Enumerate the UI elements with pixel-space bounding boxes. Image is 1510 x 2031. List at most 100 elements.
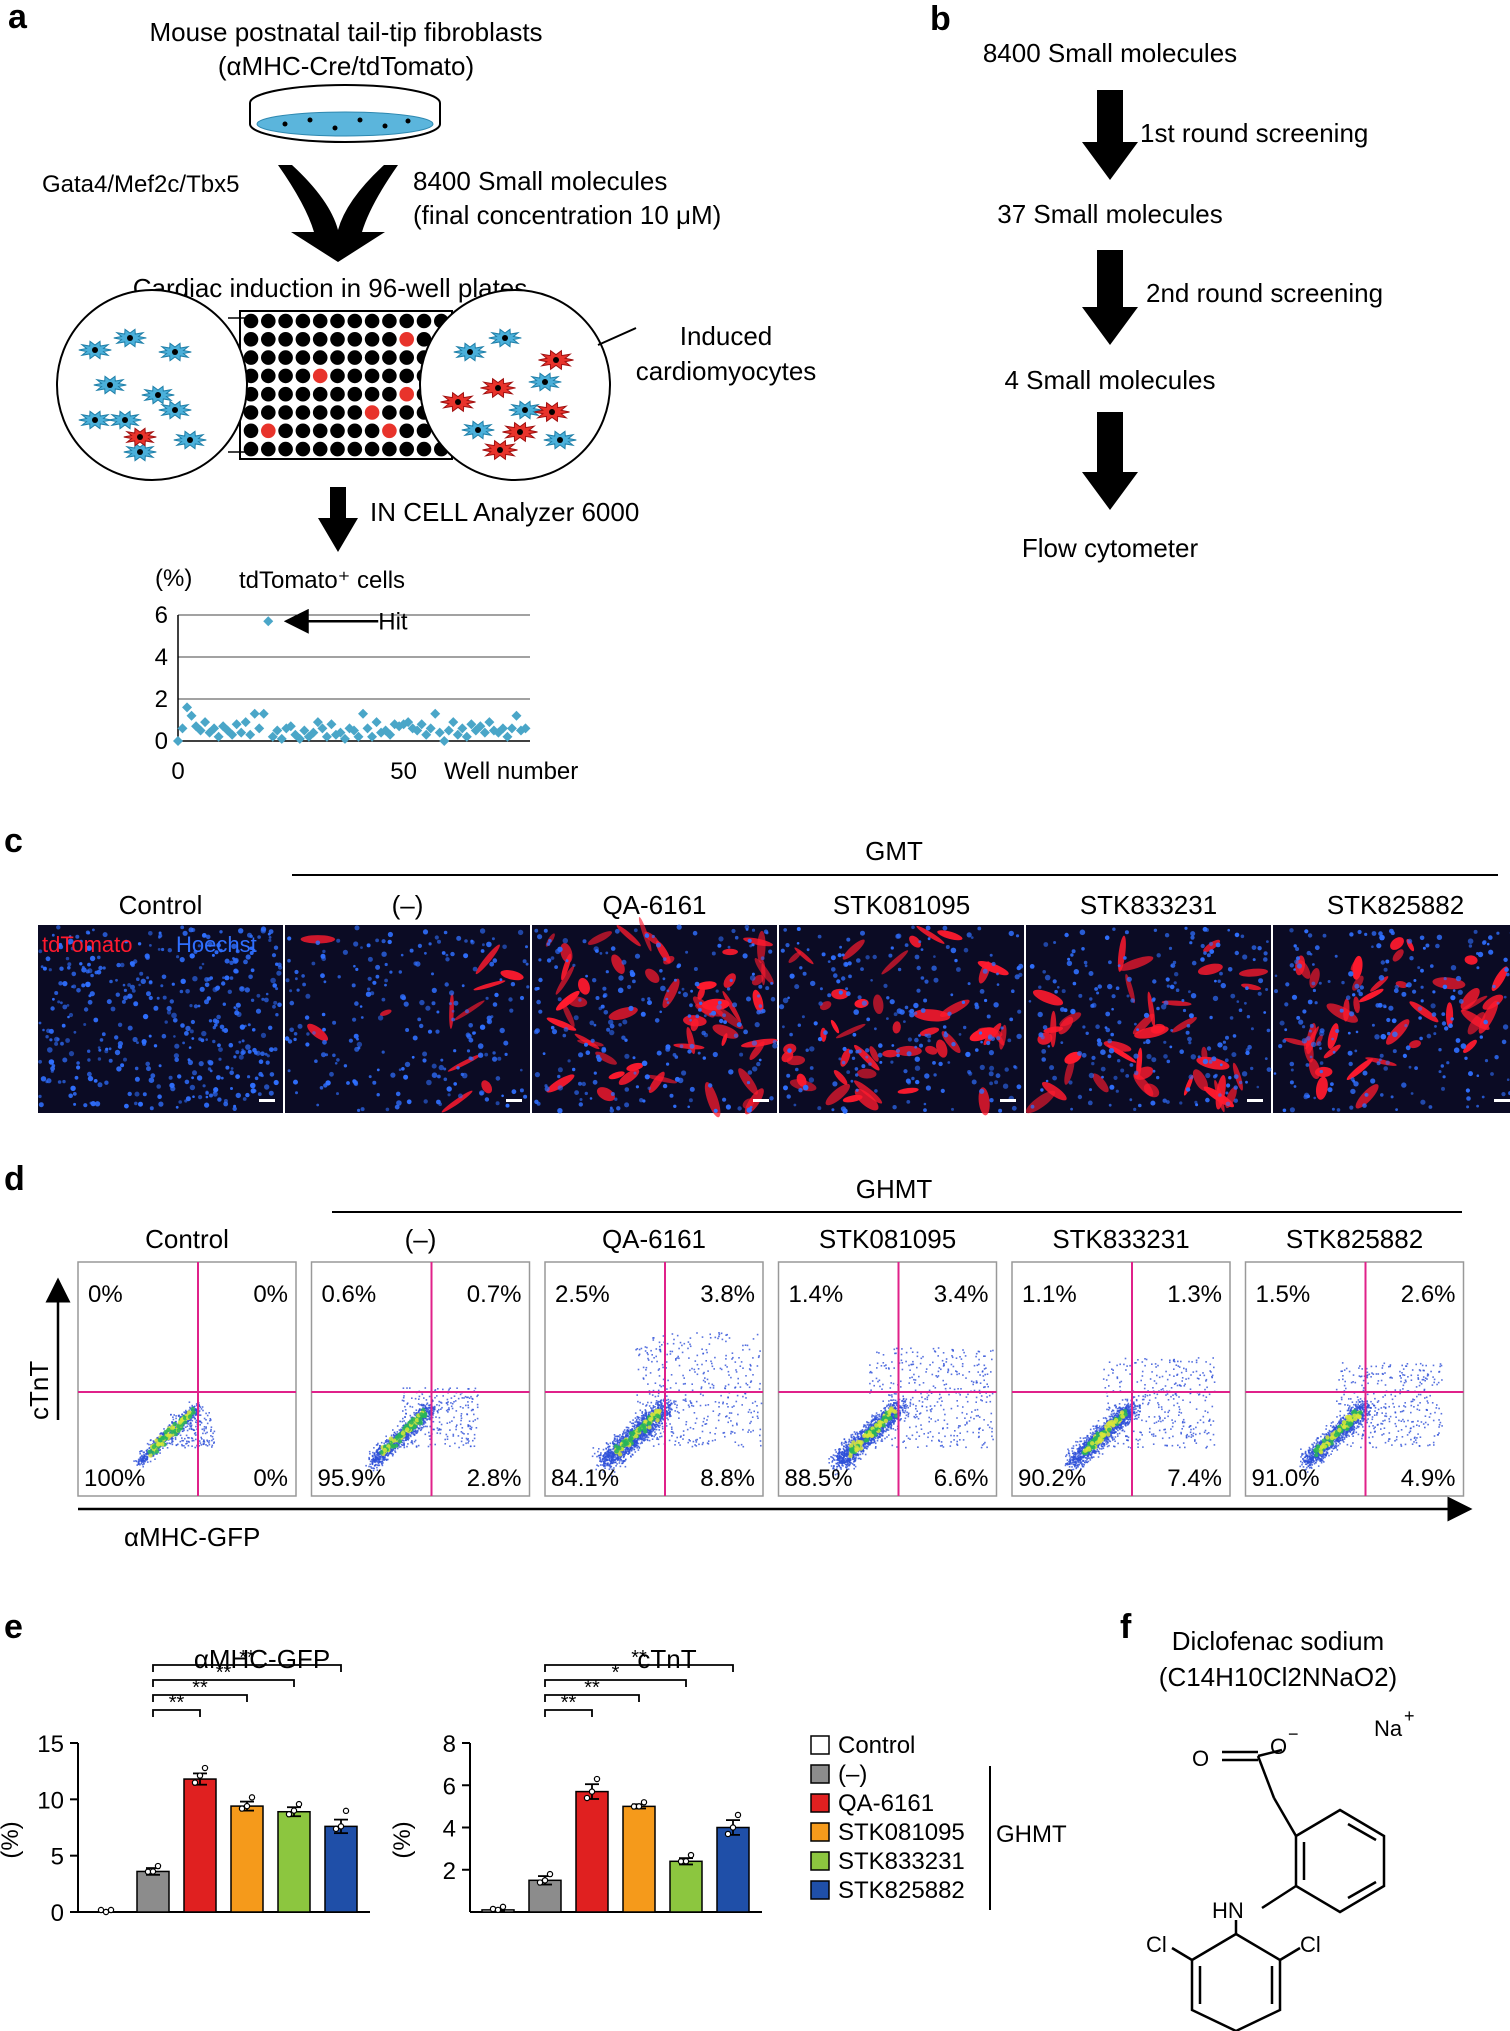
data-point xyxy=(286,1812,291,1817)
well xyxy=(278,405,293,420)
well xyxy=(296,369,311,384)
screening-step-4: Flow cytometer xyxy=(1022,533,1199,563)
panel-c: GMT Control (–) QA-6161 STK081095 STK833231 S… xyxy=(38,836,1510,1119)
panel-label-a: a xyxy=(8,0,28,36)
well xyxy=(348,332,363,347)
scatter-point xyxy=(484,717,494,727)
quadrant-ll: 84.1% xyxy=(551,1465,619,1492)
nucleus-dot xyxy=(522,407,528,413)
quadrant-ul: 0.6% xyxy=(322,1281,377,1308)
flow-plot-4: 1.4% 3.4%88.5% 6.6% xyxy=(779,1262,997,1496)
well xyxy=(296,350,311,365)
well xyxy=(382,332,397,347)
quadrant-lr: 6.6% xyxy=(934,1465,989,1492)
flow-plot-2: 0.6% 0.7%95.9% 2.8% xyxy=(312,1262,530,1496)
y-tick-label: 15 xyxy=(37,1731,64,1758)
micrograph-label: STK825882 xyxy=(1327,890,1464,920)
panel-label-f: f xyxy=(1120,1608,1132,1646)
data-point xyxy=(202,1765,207,1770)
small-molecules-count: 8400 Small molecules xyxy=(413,166,667,196)
y-tick-label: 6 xyxy=(155,602,168,629)
bar xyxy=(576,1792,608,1912)
well xyxy=(313,314,328,329)
well xyxy=(296,442,311,457)
well xyxy=(417,442,432,457)
data-point xyxy=(542,1878,547,1883)
well xyxy=(261,332,276,347)
compound-formula: (C14H10Cl2NNaO2) xyxy=(1159,1662,1397,1692)
y-tick-label: 0 xyxy=(155,728,168,755)
well xyxy=(330,350,345,365)
atom-na: Na xyxy=(1374,1716,1403,1741)
well-hit xyxy=(399,332,414,347)
quadrant-ul: 0% xyxy=(88,1281,123,1308)
data-point xyxy=(683,1859,688,1864)
scatter-point xyxy=(277,734,287,744)
petri-dish-icon xyxy=(250,85,440,142)
nucleus-dot xyxy=(107,382,113,388)
well xyxy=(278,424,293,439)
well xyxy=(348,350,363,365)
legend-swatch xyxy=(811,1823,829,1841)
data-point xyxy=(725,1831,730,1836)
well xyxy=(261,387,276,402)
flow-plot-label: STK825882 xyxy=(1286,1224,1423,1254)
bar xyxy=(717,1828,749,1913)
well xyxy=(399,369,414,384)
quadrant-lr: 2.8% xyxy=(467,1465,522,1492)
micrograph-label: QA-6161 xyxy=(602,890,706,920)
well xyxy=(348,314,363,329)
y-tick-label: 2 xyxy=(443,1858,456,1885)
nucleus-dot xyxy=(92,417,98,423)
scatter-point xyxy=(430,709,440,719)
merge-arrow-icon xyxy=(278,165,398,262)
panel-a: Mouse postnatal tail-tip fibroblasts (αM… xyxy=(42,17,816,785)
well-hit xyxy=(313,369,328,384)
legend-label: STK825882 xyxy=(838,1877,965,1904)
data-point xyxy=(537,1880,542,1885)
flow-plot-label: Control xyxy=(145,1224,229,1254)
bar-chart-title: αMHC-GFP xyxy=(194,1644,330,1674)
quadrant-ur: 2.6% xyxy=(1401,1281,1456,1308)
significance-label: ** xyxy=(631,1647,647,1669)
well-hit xyxy=(399,387,414,402)
scatter-point xyxy=(448,717,458,727)
well xyxy=(382,387,397,402)
scatter-point xyxy=(444,726,454,736)
data-point xyxy=(291,1808,296,1813)
well xyxy=(365,369,380,384)
data-point xyxy=(150,1869,155,1874)
data-point xyxy=(636,1804,641,1809)
ghmt-group-label: GHMT xyxy=(856,1174,933,1204)
bar xyxy=(184,1779,216,1912)
quadrant-ll: 88.5% xyxy=(785,1465,853,1492)
data-point xyxy=(343,1808,348,1813)
data-point xyxy=(490,1906,495,1911)
atom-o-carbonyl: O xyxy=(1192,1746,1209,1771)
screening-step-3: 4 Small molecules xyxy=(1005,365,1216,395)
diclofenac-structure xyxy=(1172,1750,1384,2031)
well xyxy=(261,369,276,384)
well xyxy=(348,442,363,457)
micrograph-label: STK833231 xyxy=(1080,890,1217,920)
significance-label: ** xyxy=(239,1647,255,1669)
well xyxy=(399,405,414,420)
well xyxy=(399,314,414,329)
scatter-point xyxy=(232,719,242,729)
scatter-point xyxy=(173,736,183,746)
y-tick-label: 4 xyxy=(155,644,168,671)
nucleus-dot xyxy=(467,349,473,355)
gmt-group-label: GMT xyxy=(865,836,923,866)
data-point xyxy=(333,1826,338,1831)
well-hit xyxy=(261,424,276,439)
nucleus-dot xyxy=(172,407,178,413)
well xyxy=(330,405,345,420)
flow-plot-1: 0% 0%100% 0% xyxy=(78,1262,296,1496)
panel-label-e: e xyxy=(4,1608,23,1646)
x-tick-label: 50 xyxy=(390,758,417,785)
data-point xyxy=(500,1904,505,1909)
data-point xyxy=(249,1795,254,1800)
atom-o-anion: O xyxy=(1270,1734,1287,1759)
